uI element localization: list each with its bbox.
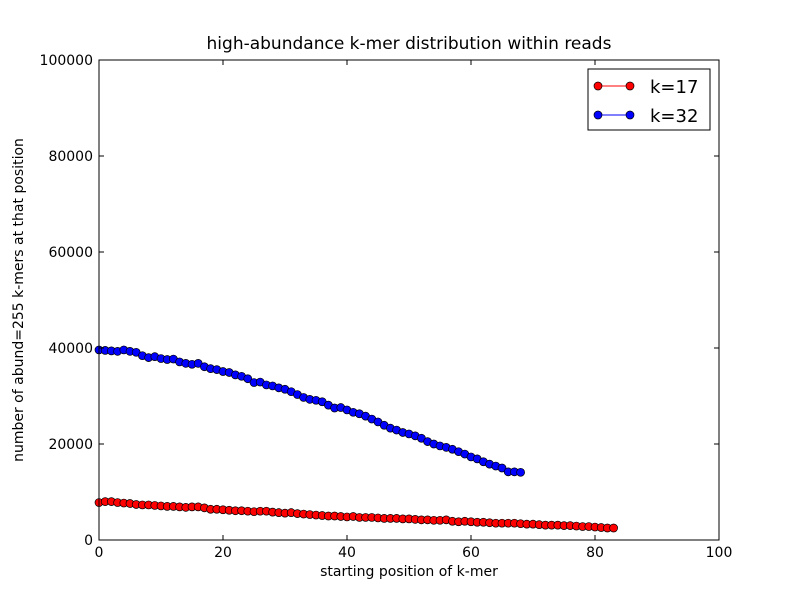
data-point <box>517 468 525 476</box>
legend-marker <box>594 111 602 119</box>
y-axis-label: number of abund=255 k-mers at that posit… <box>11 138 27 462</box>
y-tick-label: 60000 <box>48 245 93 261</box>
data-point <box>610 524 618 532</box>
y-tick-label: 20000 <box>48 437 93 453</box>
legend-label: k=17 <box>650 77 698 98</box>
legend-marker <box>594 82 602 90</box>
x-tick-label: 80 <box>586 545 604 561</box>
x-tick-label: 40 <box>338 545 356 561</box>
legend-marker <box>626 111 634 119</box>
x-tick-label: 0 <box>95 545 104 561</box>
y-tick-label: 80000 <box>48 149 93 165</box>
y-tick-label: 100000 <box>40 53 93 69</box>
legend-marker <box>626 82 634 90</box>
x-tick-label: 60 <box>462 545 480 561</box>
y-tick-label: 0 <box>84 533 93 549</box>
x-tick-label: 20 <box>214 545 232 561</box>
legend: k=17 k=32 <box>588 69 710 130</box>
y-tick-label: 40000 <box>48 341 93 357</box>
x-axis-label: starting position of k-mer <box>320 564 498 580</box>
chart-title: high-abundance k-mer distribution within… <box>207 34 612 54</box>
legend-label: k=32 <box>650 106 698 127</box>
x-tick-label: 100 <box>706 545 733 561</box>
